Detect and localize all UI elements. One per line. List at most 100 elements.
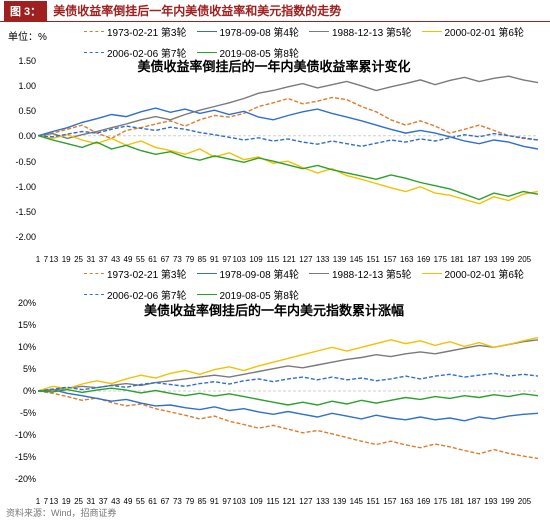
legend-item: 2000-02-01 第6轮	[422, 24, 525, 39]
series-line	[38, 136, 538, 200]
chart1-legend: 1973-02-21 第3轮 1978-09-08 第4轮 1988-12-13 第…	[84, 24, 534, 60]
x-tick: 199	[501, 255, 514, 264]
x-tick: 181	[450, 255, 463, 264]
source-citation: 资料来源：Wind，招商证券	[0, 506, 550, 519]
x-tick: 97	[222, 497, 231, 506]
x-tick: 157	[383, 255, 396, 264]
x-tick: 115	[266, 255, 279, 264]
x-tick: 61	[148, 255, 157, 264]
x-tick: 31	[86, 497, 95, 506]
y-tick: -10%	[4, 430, 36, 440]
x-tick: 145	[350, 497, 363, 506]
x-tick: 133	[316, 255, 329, 264]
x-tick: 139	[333, 497, 346, 506]
series-line	[38, 108, 538, 149]
x-tick: 199	[501, 497, 514, 506]
x-tick: 109	[249, 497, 262, 506]
y-tick: 0.00	[4, 131, 36, 141]
y-tick: 1.00	[4, 81, 36, 91]
x-tick: 43	[111, 497, 120, 506]
y-tick: -1.00	[4, 182, 36, 192]
x-tick: 85	[198, 497, 207, 506]
x-tick: 157	[383, 497, 396, 506]
legend-item: 1978-09-08 第4轮	[197, 24, 300, 39]
series-line	[38, 338, 538, 392]
legend-swatch	[197, 31, 217, 32]
x-tick: 169	[417, 497, 430, 506]
x-tick: 37	[99, 497, 108, 506]
figure-number: 图 3：	[4, 1, 47, 21]
x-tick: 181	[450, 497, 463, 506]
x-tick: 205	[518, 497, 531, 506]
legend-item: 1973-02-21 第3轮	[84, 24, 187, 39]
y-tick: -0.50	[4, 157, 36, 167]
legend-label: 2000-02-01 第6轮	[445, 266, 525, 281]
legend-item: 1973-02-21 第3轮	[84, 266, 187, 281]
y-tick: -2.00	[4, 232, 36, 242]
x-tick: 187	[467, 497, 480, 506]
x-tick: 7	[44, 497, 48, 506]
x-tick: 79	[185, 255, 194, 264]
legend-swatch	[84, 294, 104, 295]
x-tick: 121	[282, 497, 295, 506]
legend-item: 2000-02-01 第6轮	[422, 266, 525, 281]
x-tick: 19	[62, 497, 71, 506]
x-tick: 19	[62, 255, 71, 264]
x-tick: 151	[366, 497, 379, 506]
x-tick: 7	[44, 255, 48, 264]
legend-swatch	[84, 31, 104, 32]
x-tick: 91	[210, 497, 219, 506]
x-tick: 49	[124, 255, 133, 264]
x-tick: 187	[467, 255, 480, 264]
series-line	[38, 98, 538, 141]
chart-2: 1973-02-21 第3轮1978-09-08 第4轮1988-12-13 第…	[4, 266, 544, 506]
chart1-subtitle: 美债收益率倒挂后的一年内美债收益率累计变化	[4, 56, 544, 75]
y-tick: -15%	[4, 452, 36, 462]
y-tick: 15%	[4, 320, 36, 330]
figure-title: 美债收益率倒挂后一年内美债收益率和美元指数的走势	[53, 2, 341, 19]
x-tick: 163	[400, 255, 413, 264]
x-tick: 25	[74, 255, 83, 264]
x-tick: 55	[136, 497, 145, 506]
legend-item: 1978-09-08 第4轮	[197, 266, 300, 281]
x-tick: 67	[161, 255, 170, 264]
legend-label: 1978-09-08 第4轮	[220, 266, 300, 281]
x-tick: 73	[173, 255, 182, 264]
x-tick: 61	[148, 497, 157, 506]
x-tick: 175	[434, 255, 447, 264]
x-tick: 121	[282, 255, 295, 264]
chart1-plot	[38, 56, 538, 242]
chart1-unit: 单位：%	[8, 28, 47, 43]
legend-swatch	[197, 273, 217, 274]
x-tick: 67	[161, 497, 170, 506]
legend-label: 1973-02-21 第3轮	[107, 24, 187, 39]
chart2-legend: 1973-02-21 第3轮1978-09-08 第4轮1988-12-13 第…	[84, 266, 534, 302]
x-tick: 115	[266, 497, 279, 506]
x-tick: 1	[36, 255, 40, 264]
x-tick: 91	[210, 255, 219, 264]
x-tick: 139	[333, 255, 346, 264]
legend-swatch	[309, 273, 329, 274]
x-tick: 127	[299, 497, 312, 506]
y-tick: 0.50	[4, 106, 36, 116]
y-tick: 10%	[4, 342, 36, 352]
x-tick: 49	[124, 497, 133, 506]
x-tick: 103	[233, 255, 246, 264]
x-tick: 109	[249, 255, 262, 264]
y-tick: 5%	[4, 364, 36, 374]
x-tick: 13	[49, 255, 58, 264]
x-tick: 103	[233, 497, 246, 506]
x-tick: 79	[185, 497, 194, 506]
x-tick: 145	[350, 255, 363, 264]
x-tick: 55	[136, 255, 145, 264]
figure-title-bar: 图 3： 美债收益率倒挂后一年内美债收益率和美元指数的走势	[0, 0, 550, 22]
x-tick: 133	[316, 497, 329, 506]
legend-swatch	[422, 31, 442, 32]
x-tick: 85	[198, 255, 207, 264]
x-tick: 37	[99, 255, 108, 264]
x-tick: 1	[36, 497, 40, 506]
legend-label: 1988-12-13 第5轮	[332, 24, 412, 39]
legend-item: 1988-12-13 第5轮	[309, 24, 412, 39]
x-tick: 43	[111, 255, 120, 264]
series-line	[38, 76, 538, 138]
